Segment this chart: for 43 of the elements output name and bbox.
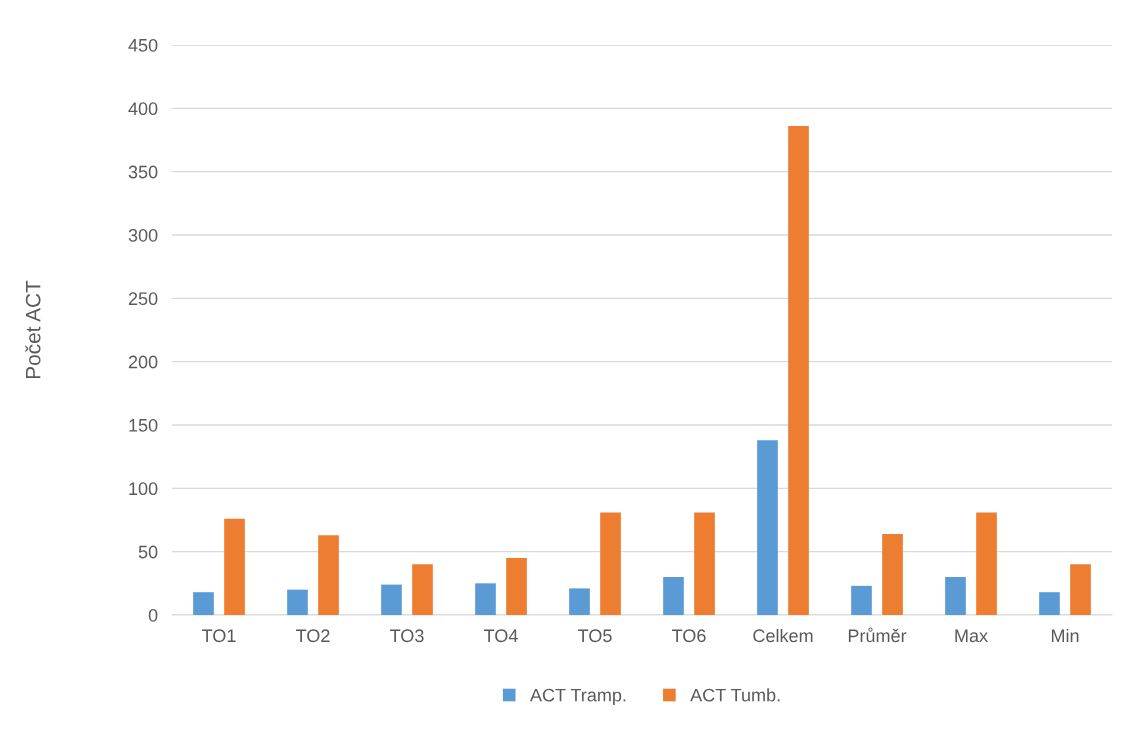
bar <box>475 583 496 615</box>
y-tick-label: 50 <box>138 545 158 559</box>
x-tick-label: TO3 <box>390 629 424 643</box>
bar <box>851 585 872 615</box>
y-tick-label: 350 <box>128 165 158 179</box>
bar <box>193 592 214 615</box>
x-tick-label: Celkem <box>753 628 813 643</box>
bar <box>694 512 715 615</box>
x-tick-label: TO4 <box>484 629 518 643</box>
x-tick-label: Průměr <box>848 627 907 643</box>
y-tick-label: 100 <box>129 482 158 496</box>
y-tick-label: 450 <box>128 38 158 52</box>
bar <box>412 564 433 615</box>
y-tick-label: 150 <box>129 418 158 432</box>
bar <box>381 584 402 615</box>
bar <box>506 558 527 615</box>
bar <box>569 588 590 615</box>
bar <box>757 440 778 615</box>
bar <box>882 533 903 615</box>
bar <box>945 577 966 615</box>
bar <box>788 126 809 615</box>
y-tick-label: 300 <box>128 228 158 242</box>
bar <box>1070 564 1091 615</box>
bar <box>1039 592 1060 615</box>
y-axis-title: Počet ACT <box>25 280 41 379</box>
x-tick-label: TO1 <box>202 629 236 643</box>
y-tick-label: 400 <box>128 102 158 116</box>
y-tick-label: 0 <box>148 608 158 622</box>
x-tick-label: Max <box>955 629 988 643</box>
bar <box>600 512 621 615</box>
bar <box>976 512 997 615</box>
y-tick-label: 250 <box>128 292 158 306</box>
legend-label: ACT Tramp. <box>529 688 626 706</box>
bar <box>663 577 684 615</box>
bar <box>287 589 308 615</box>
x-tick-label: TO5 <box>578 629 612 643</box>
bar <box>224 518 245 615</box>
x-tick-label: TO6 <box>672 629 706 643</box>
y-tick-label: 200 <box>128 355 158 369</box>
legend-label: ACT Tumb. <box>690 688 780 702</box>
x-tick-label: TO2 <box>296 629 330 643</box>
x-tick-label: Min <box>1051 628 1079 642</box>
bar <box>318 535 339 615</box>
